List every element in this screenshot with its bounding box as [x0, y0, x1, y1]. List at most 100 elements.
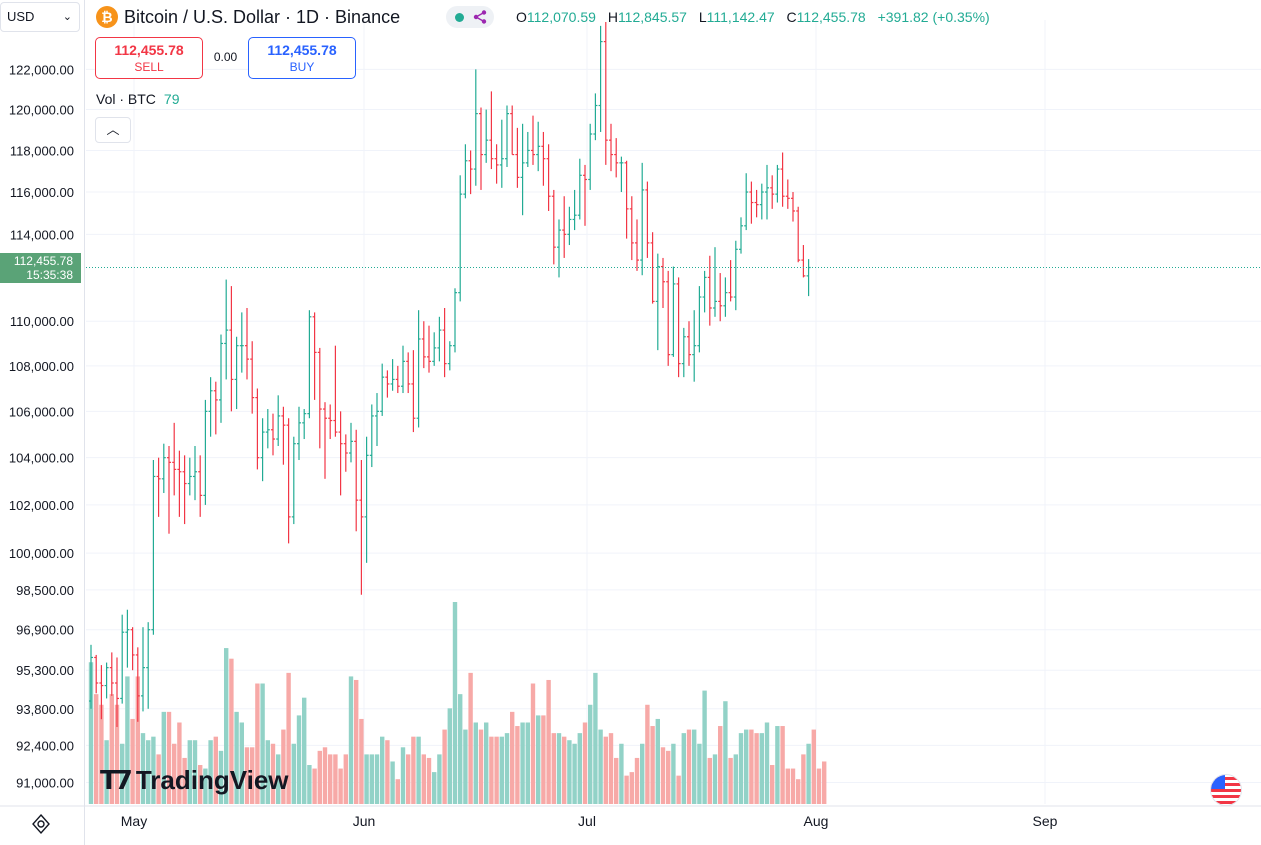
- us-flag-icon[interactable]: [1210, 774, 1242, 806]
- volume-bar: [374, 754, 380, 804]
- volume-bar: [494, 736, 499, 804]
- ohlc-bar: [785, 179, 790, 209]
- currency-select[interactable]: USD ⌄: [0, 2, 80, 32]
- ohlc-bar: [635, 219, 639, 271]
- volume-bar: [764, 722, 770, 804]
- volume-bar: [348, 676, 354, 804]
- volume-bar: [317, 750, 322, 804]
- ohlc-bar: [146, 622, 151, 709]
- collapse-legend-button[interactable]: ︿: [95, 117, 131, 143]
- ohlc-bar: [343, 434, 348, 472]
- ohlc-bar: [473, 69, 478, 186]
- ohlc-bar: [442, 307, 447, 378]
- ohlc-bar: [161, 443, 166, 494]
- market-status[interactable]: [446, 6, 494, 28]
- ohlc-bar: [697, 286, 702, 353]
- volume-bar: [281, 729, 286, 804]
- volume-bar: [302, 697, 307, 804]
- last-price-tag: 112,455.78 15:35:38: [0, 252, 81, 283]
- volume-bar: [546, 679, 551, 804]
- volume-bar: [192, 740, 198, 804]
- volume-bar: [338, 768, 343, 804]
- tradingview-logo: 𝗧𝟳 TradingView: [100, 765, 289, 795]
- ohlc-bar: [489, 91, 494, 170]
- ohlc-bar: [172, 422, 177, 496]
- volume-bar: [499, 736, 504, 804]
- ohlc-bar: [458, 175, 463, 302]
- y-tick-label: 102,000.00: [9, 498, 74, 513]
- ohlc-bar: [359, 460, 364, 595]
- y-tick-label: 91,000.00: [16, 776, 74, 791]
- volume-bar: [551, 733, 556, 804]
- settings-gear-icon[interactable]: [30, 813, 52, 835]
- volume-bar: [749, 729, 754, 804]
- ohlc-bar: [416, 310, 421, 428]
- spread-value: 0.00: [213, 50, 238, 64]
- volume-bar: [400, 747, 406, 804]
- symbol-title[interactable]: Bitcoin / U.S. Dollar · 1D · Binance: [124, 7, 401, 27]
- ohlc-bar: [801, 245, 806, 278]
- volume-bar: [473, 722, 478, 804]
- ohlc-bar: [577, 158, 582, 220]
- volume-bar: [390, 761, 395, 804]
- ohlc-bar: [744, 173, 749, 231]
- volume-bar: [104, 740, 109, 804]
- ohlc-bar: [775, 164, 780, 203]
- y-tick-label: 92,400.00: [16, 738, 74, 753]
- volume-bar: [806, 743, 811, 804]
- currency-value: USD: [7, 9, 35, 24]
- volume-bar: [244, 747, 250, 804]
- ohlc-bar: [655, 253, 660, 351]
- volume-bar: [291, 743, 296, 804]
- volume-bar: [478, 729, 484, 804]
- ohlc-bar: [224, 279, 229, 380]
- ohlc-bar: [562, 196, 567, 258]
- change-value: +391.82 (+0.35%): [877, 9, 990, 25]
- volume-bar: [785, 768, 790, 804]
- volume-bar: [780, 726, 785, 804]
- ohlc-bar: [182, 455, 187, 525]
- volume-bar: [640, 743, 645, 804]
- volume-bar: [364, 754, 369, 804]
- sell-button[interactable]: 112,455.78 SELL: [95, 37, 203, 79]
- ohlc-bar: [713, 247, 717, 317]
- volume-bar: [135, 676, 140, 804]
- y-tick-label: 95,300.00: [16, 663, 74, 678]
- ohlc-bar: [681, 327, 686, 378]
- ohlc-bar: [759, 183, 764, 220]
- ohlc-bar: [291, 436, 296, 525]
- ohlc-bar: [536, 121, 541, 172]
- buy-button[interactable]: 112,455.78 BUY: [248, 37, 356, 79]
- volume-bar: [426, 757, 432, 804]
- ohlc-bar: [645, 181, 650, 258]
- ohlc-bar: [125, 609, 130, 668]
- volume-bar: [307, 765, 312, 804]
- volume-bar: [754, 733, 759, 804]
- volume-bar: [733, 754, 738, 804]
- volume-bar: [172, 743, 177, 804]
- volume-bar: [790, 768, 796, 804]
- ohlc-bar: [245, 307, 249, 380]
- volume-bar: [744, 729, 749, 804]
- ohlc-bar: [453, 288, 457, 353]
- volume-bar: [801, 754, 806, 804]
- close-value: 112,455.78: [796, 9, 866, 25]
- volume-bar: [671, 743, 676, 804]
- ohlc-bar: [312, 312, 317, 400]
- ohlc-bar: [806, 259, 811, 297]
- x-tick-label: Jun: [353, 813, 376, 829]
- y-tick-label: 104,000.00: [9, 451, 74, 466]
- ohlc-bar: [661, 257, 665, 308]
- ohlc-bar: [567, 206, 572, 246]
- y-tick-label: 114,000.00: [10, 227, 74, 242]
- ohlc-bar: [749, 181, 754, 224]
- y-tick-label: 108,000.00: [9, 359, 74, 374]
- ohlc-bar: [588, 123, 593, 190]
- volume-bar: [260, 683, 265, 804]
- ohlc-bar: [624, 160, 629, 239]
- ohlc-bar: [551, 189, 556, 265]
- ohlc-bar: [271, 413, 275, 456]
- volume-bar: [686, 729, 692, 804]
- ohlc-bar: [281, 406, 286, 465]
